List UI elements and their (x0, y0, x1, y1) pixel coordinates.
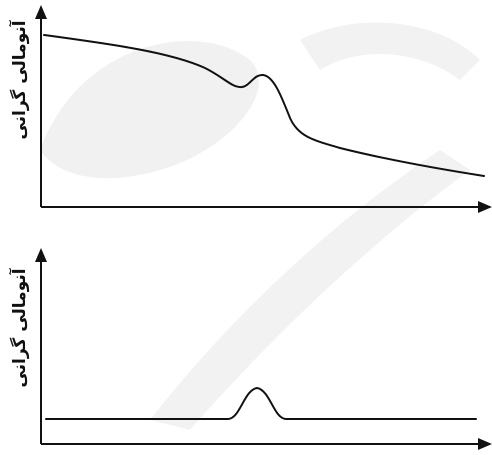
top-x-axis-arrow (478, 201, 492, 213)
bottom-gravity-curve (45, 387, 477, 420)
bottom-y-axis-label: آنومالی گرانی (10, 268, 30, 388)
top-y-axis-label: آنومالی گرانی (10, 20, 30, 140)
bottom-y-axis-arrow (35, 248, 47, 262)
top-y-axis-arrow (35, 5, 47, 19)
bottom-x-axis-arrow (478, 438, 492, 450)
top-gravity-curve (43, 34, 485, 177)
